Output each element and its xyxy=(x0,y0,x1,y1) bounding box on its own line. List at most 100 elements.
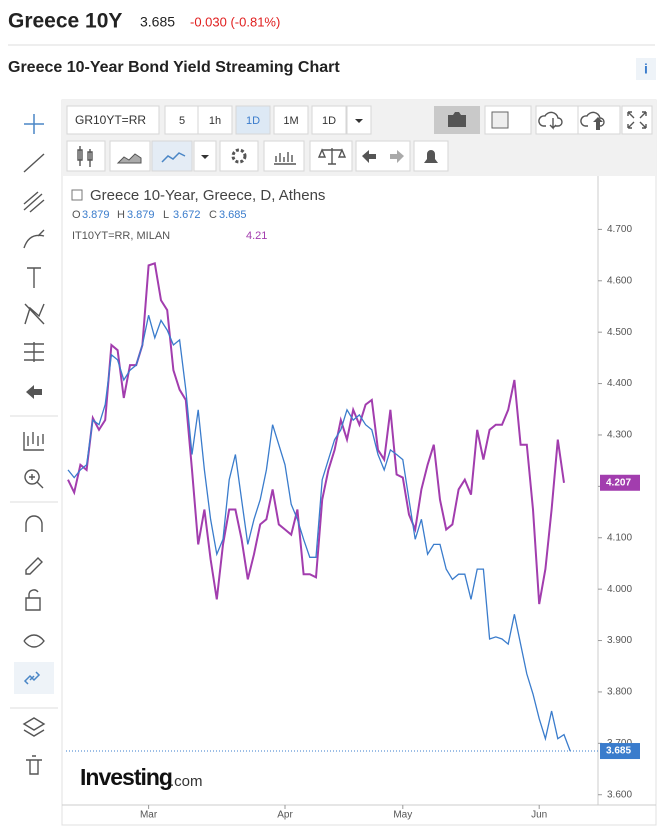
y-tick-label: 3.900 xyxy=(607,635,632,646)
fullscreen-icon xyxy=(627,111,647,129)
fib-tool[interactable] xyxy=(23,191,45,213)
zoom-in[interactable] xyxy=(24,469,44,489)
camera-icon xyxy=(448,112,466,127)
x-tick-label: Jun xyxy=(531,810,547,821)
load-button[interactable] xyxy=(535,105,579,135)
y-tick-label: 4.600 xyxy=(607,275,632,286)
fullscreen-button[interactable] xyxy=(621,105,653,135)
ohlc-value: 3.672 xyxy=(173,209,201,221)
interval-button[interactable] xyxy=(273,105,309,135)
layout-icon xyxy=(491,111,509,129)
compare-button[interactable] xyxy=(309,140,353,172)
zoom-area[interactable] xyxy=(23,432,44,451)
interval-button[interactable] xyxy=(311,105,347,135)
line-icon xyxy=(161,152,186,163)
interval-buttons: 5 1h 1D 1M 1D xyxy=(164,105,347,135)
y-tick-label: 4.000 xyxy=(607,584,632,595)
ohlc-label: O xyxy=(72,209,81,221)
interval-button[interactable] xyxy=(164,105,200,135)
price: 3.685 xyxy=(140,14,175,30)
ohlc-label: C xyxy=(209,209,217,221)
price-tag-label: 4.207 xyxy=(606,477,631,488)
load-icon xyxy=(538,111,563,130)
ohlc-value: 3.685 xyxy=(219,209,247,221)
indicators-icon xyxy=(274,152,296,165)
y-tick-label: 4.300 xyxy=(607,430,632,441)
legend-main: Greece 10-Year, Greece, D, Athens xyxy=(90,187,325,204)
chart-title: Greece 10-Year Bond Yield Streaming Char… xyxy=(8,59,340,76)
toolbar-row-2 xyxy=(66,140,449,172)
series-line xyxy=(67,315,571,752)
ohlc-value: 3.879 xyxy=(127,209,155,221)
crosshair-tool[interactable] xyxy=(24,114,44,134)
area-button[interactable] xyxy=(109,140,151,172)
interval-label: 1D xyxy=(322,115,336,127)
alert-icon xyxy=(424,150,438,165)
stay-drawing[interactable] xyxy=(25,557,43,575)
price-tag xyxy=(600,474,640,491)
interval-label: 1D xyxy=(246,115,260,127)
brush-tool[interactable] xyxy=(23,229,45,249)
ohlc-label: L xyxy=(163,209,169,221)
info-icon: i xyxy=(644,61,648,77)
watermark-brand: Investing xyxy=(80,764,172,790)
measure-tool[interactable] xyxy=(24,342,44,362)
ohlc-value: 3.879 xyxy=(82,209,110,221)
interval-label: 1h xyxy=(209,115,221,127)
collapse-icon[interactable] xyxy=(71,189,83,201)
price-change: -0.030 (-0.81%) xyxy=(190,14,280,29)
symbol-box[interactable] xyxy=(66,105,160,135)
interval-button[interactable] xyxy=(235,105,271,135)
price-tag xyxy=(600,743,640,760)
settings-button[interactable] xyxy=(219,140,259,172)
sync-active[interactable] xyxy=(14,662,54,694)
undo-icon xyxy=(362,150,376,163)
hide-tools[interactable] xyxy=(26,385,42,399)
legend-compare: IT10YT=RR, MILAN xyxy=(72,230,170,242)
sync-drawings[interactable] xyxy=(23,671,41,685)
alert-button[interactable] xyxy=(413,140,449,172)
y-tick-label: 3.600 xyxy=(607,789,632,800)
interval-label: 1M xyxy=(283,115,298,127)
gear-icon xyxy=(231,148,247,164)
save-arrow xyxy=(593,117,603,130)
y-tick-label: 4.100 xyxy=(607,532,632,543)
text-tool[interactable] xyxy=(27,267,41,288)
price-tag-label: 3.685 xyxy=(606,746,631,757)
interval-label: 5 xyxy=(179,115,185,127)
object-tree[interactable] xyxy=(22,717,46,737)
x-tick-label: Mar xyxy=(140,810,158,821)
x-tick-label: Apr xyxy=(277,810,293,821)
line-button[interactable] xyxy=(151,140,193,172)
y-tick-label: 4.700 xyxy=(607,224,632,235)
line-tool[interactable] xyxy=(23,153,45,173)
save-icon xyxy=(580,111,605,127)
y-tick-label: 4.400 xyxy=(607,378,632,389)
y-tick-label: 3.800 xyxy=(607,687,632,698)
indicators-button[interactable] xyxy=(263,140,305,172)
info-button[interactable] xyxy=(636,58,656,80)
ohlc-label: H xyxy=(117,209,125,221)
instrument-name: Greece 10Y xyxy=(8,10,122,33)
redo-icon xyxy=(390,150,404,163)
legend-compare-value: 4.21 xyxy=(246,230,267,242)
area-icon xyxy=(116,153,142,164)
remove-drawings[interactable] xyxy=(26,755,42,775)
lock[interactable] xyxy=(25,589,41,611)
y-tick-label: 4.500 xyxy=(607,327,632,338)
compare-icon xyxy=(317,148,347,165)
visibility[interactable] xyxy=(23,634,45,648)
caret xyxy=(355,119,363,123)
pattern-tool[interactable] xyxy=(24,303,45,325)
interval-button[interactable] xyxy=(197,105,233,135)
candles-icon xyxy=(77,146,93,167)
caret xyxy=(201,155,209,159)
watermark-domain: .com xyxy=(170,773,203,790)
drawing-tools xyxy=(10,114,58,775)
symbol: GR10YT=RR xyxy=(75,113,146,127)
candles-button[interactable] xyxy=(66,140,106,172)
x-tick-label: May xyxy=(393,810,412,821)
magnet[interactable] xyxy=(25,515,43,532)
